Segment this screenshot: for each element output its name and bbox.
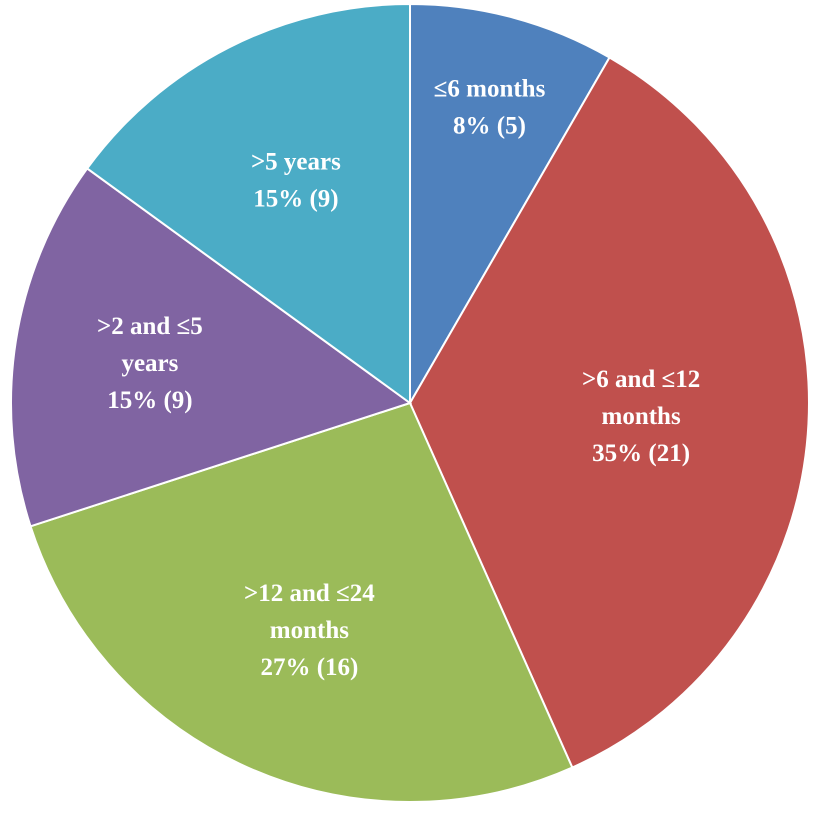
slice-label-line: 27% (16) (260, 654, 358, 681)
slice-label-line: >5 years (251, 149, 341, 176)
pie-slice-3 (10, 167, 413, 528)
slice-label-line: 15% (9) (253, 186, 338, 213)
slice-label-line: months (270, 617, 349, 644)
pie-slices (10, 2, 810, 803)
slice-label-line: 35% (21) (592, 440, 690, 467)
slice-label-line: years (121, 350, 178, 377)
slice-label-line: >6 and ≤12 (582, 366, 700, 393)
slice-label-2: >12 and ≤24 months 27% (16) (244, 580, 375, 681)
slice-label-0: ≤6 months 8% (5) (434, 76, 546, 140)
pie-slice-4 (85, 2, 411, 405)
pie-slice-1 (408, 56, 810, 769)
pie-slice-0 (409, 2, 611, 407)
slice-label-1: >6 and ≤12 months 35% (21) (582, 366, 700, 467)
slice-label-line: 8% (5) (453, 113, 526, 140)
pie-slice-2 (29, 401, 574, 803)
slice-label-line: >2 and ≤5 (97, 313, 203, 340)
slice-labels: ≤6 months 8% (5)>6 and ≤12 months 35% (21)>… (97, 76, 700, 681)
slice-label-line: >12 and ≤24 (244, 580, 375, 607)
slice-label-line: 15% (9) (107, 387, 192, 414)
slice-label-3: >2 and ≤5 years 15% (9) (97, 313, 203, 414)
slice-label-line: months (602, 403, 681, 430)
slice-label-line: ≤6 months (434, 76, 546, 103)
slice-label-4: >5 years 15% (9) (251, 149, 341, 213)
